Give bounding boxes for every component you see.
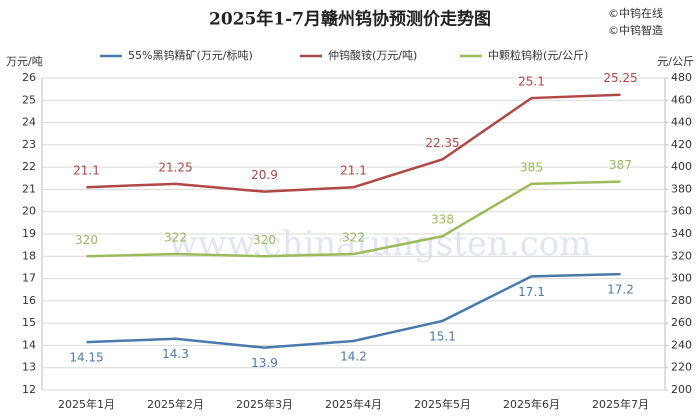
data-label: 13.9 [251,356,278,370]
data-label: 17.2 [607,283,634,297]
y-tick-label: 15 [22,316,36,329]
data-label: 21.1 [73,164,100,178]
credit: ©中钨在线 [608,6,663,20]
y2-tick-label: 360 [671,205,692,218]
y2-tick-label: 380 [671,182,692,195]
x-tick-label: 2025年2月 [147,397,204,411]
y-tick-label: 25 [22,93,36,106]
y2-tick-label: 400 [671,160,692,173]
data-label: 20.9 [251,168,278,182]
y2-tick-label: 340 [671,227,692,240]
data-label: 14.15 [69,351,103,365]
data-label: 387 [609,158,632,172]
data-label: 21.25 [158,160,192,174]
data-label: 15.1 [429,329,456,343]
data-label: 14.2 [340,349,367,363]
y2-tick-label: 220 [671,361,692,374]
x-tick-label: 2025年1月 [58,397,115,411]
y-tick-label: 21 [22,182,36,195]
x-tick-label: 2025年4月 [325,397,382,411]
y2-tick-label: 260 [671,316,692,329]
y-tick-label: 24 [22,116,36,129]
y-axis-label: 万元/吨 [6,55,43,68]
y2-tick-label: 460 [671,93,692,106]
y-tick-label: 23 [22,138,36,151]
data-label: 14.3 [162,347,189,361]
y-tick-label: 26 [22,71,36,84]
y2-tick-label: 240 [671,338,692,351]
y-tick-label: 12 [22,383,36,396]
y-tick-label: 14 [22,338,36,351]
data-label: 322 [342,231,365,245]
data-label: 25.1 [518,75,545,89]
y-tick-label: 22 [22,160,36,173]
credit: ©中钨智造 [608,23,663,37]
data-label: 322 [164,231,187,245]
watermark: www.chinatungsten.com [169,224,592,264]
data-label: 21.1 [340,164,367,178]
series-line [86,272,621,349]
x-tick-label: 2025年3月 [236,397,293,411]
series-line [86,93,621,193]
y2-axis-label: 元/公斤 [657,55,694,68]
y2-tick-label: 320 [671,249,692,262]
y2-tick-label: 440 [671,116,692,129]
y2-tick-label: 280 [671,294,692,307]
data-label: 385 [520,160,543,174]
x-tick-label: 2025年6月 [503,397,560,411]
y-tick-label: 17 [22,272,36,285]
y2-tick-label: 200 [671,383,692,396]
data-label: 17.1 [518,285,545,299]
data-label: 320 [253,233,276,247]
data-label: 338 [431,213,454,227]
y-tick-label: 16 [22,294,36,307]
y-tick-label: 18 [22,249,36,262]
legend-label: 55%黑钨精矿(万元/标吨) [128,48,253,62]
y2-tick-label: 300 [671,272,692,285]
data-label: 320 [75,233,98,247]
x-tick-label: 2025年5月 [414,397,471,411]
data-label: 22.35 [425,136,459,150]
x-tick-label: 2025年7月 [592,397,649,411]
legend-label: 仲钨酸铵(万元/吨) [328,48,417,62]
y2-tick-label: 480 [671,71,692,84]
data-label: 25.25 [603,71,637,85]
y2-tick-label: 420 [671,138,692,151]
chart-title: 2025年1-7月赣州钨协预测价走势图 [209,9,491,30]
y-tick-label: 13 [22,361,36,374]
legend-label: 中颗粒钨粉(元/公斤) [488,48,588,62]
y-tick-label: 20 [22,205,36,218]
y-tick-label: 19 [22,227,36,240]
series-line [86,180,621,258]
